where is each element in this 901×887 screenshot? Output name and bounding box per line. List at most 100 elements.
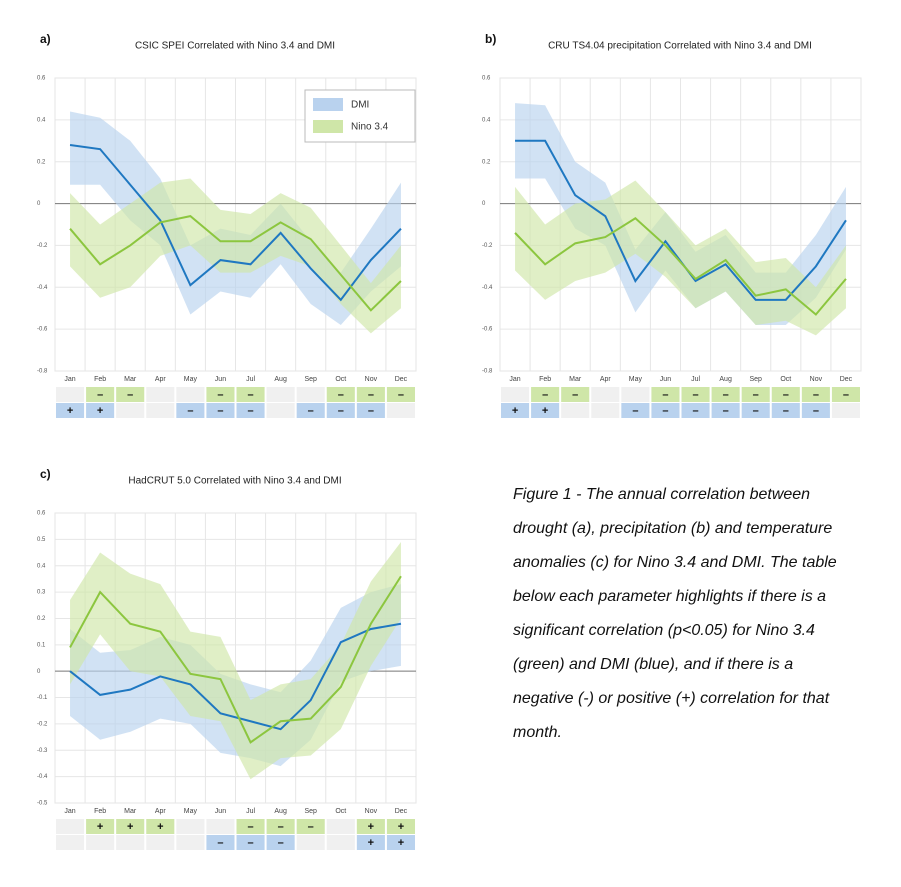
- y-tick-label: 0.2: [37, 159, 46, 165]
- y-tick-label: 0.1: [37, 642, 46, 648]
- y-tick-label: -0.4: [37, 285, 48, 291]
- x-tick-label: Feb: [539, 376, 551, 383]
- x-tick-label: Jul: [246, 808, 255, 815]
- legend-box: [304, 89, 416, 143]
- significance-sign: –: [368, 405, 374, 417]
- significance-cell: [296, 819, 325, 834]
- significance-sign: –: [368, 389, 374, 401]
- significance-sign: –: [217, 837, 223, 849]
- significance-sign: +: [97, 821, 103, 833]
- x-tick-label: Jun: [215, 808, 226, 815]
- chart-title: CSIC SPEI Correlated with Nino 3.4 and D…: [135, 41, 335, 52]
- x-tick-label: Sep: [304, 376, 317, 383]
- significance-cell: [741, 403, 770, 418]
- series-line: [514, 216, 847, 316]
- chart-title: CRU TS4.04 precipitation Correlated with…: [548, 41, 812, 52]
- significance-cell: [771, 403, 800, 418]
- significance-cell: [356, 835, 385, 850]
- significance-cell: [771, 387, 800, 402]
- significance-cell: [326, 387, 355, 402]
- y-tick-label: -0.4: [482, 285, 493, 291]
- significance-cell: [266, 819, 295, 834]
- x-tick-label: May: [184, 376, 198, 383]
- x-tick-label: Feb: [94, 376, 106, 383]
- confidence-band: [70, 542, 401, 780]
- significance-cell: [591, 403, 620, 418]
- y-tick-label: -0.5: [37, 801, 48, 807]
- significance-cell: [651, 387, 680, 402]
- significance-sign: –: [723, 405, 729, 417]
- x-tick-label: Aug: [274, 376, 287, 383]
- significance-cell: [206, 387, 235, 402]
- panel-label: a): [40, 32, 51, 46]
- significance-cell: [386, 403, 415, 418]
- x-tick-label: Dec: [395, 808, 408, 815]
- x-tick-label: Mar: [124, 376, 137, 383]
- significance-cell: [561, 387, 590, 402]
- x-tick-label: Jun: [215, 376, 226, 383]
- significance-sign: –: [783, 405, 789, 417]
- significance-sign: –: [187, 405, 193, 417]
- significance-cell: [296, 403, 325, 418]
- x-tick-label: Sep: [749, 376, 762, 383]
- significance-sign: –: [753, 405, 759, 417]
- significance-cell: [326, 835, 355, 850]
- significance-cell: [146, 819, 175, 834]
- y-tick-label: 0: [37, 201, 41, 207]
- significance-sign: –: [692, 405, 698, 417]
- significance-cell: [86, 403, 115, 418]
- chart-title: HadCRUT 5.0 Correlated with Nino 3.4 and…: [128, 476, 341, 487]
- y-tick-label: -0.2: [37, 243, 48, 249]
- y-tick-label: 0.2: [482, 159, 491, 165]
- significance-sign: –: [338, 405, 344, 417]
- significance-cell: [531, 387, 560, 402]
- x-tick-label: Nov: [365, 808, 378, 815]
- y-tick-label: -0.4: [37, 774, 48, 780]
- significance-cell: [326, 819, 355, 834]
- significance-cell: [146, 835, 175, 850]
- y-tick-label: 0: [37, 669, 41, 675]
- significance-cell: [236, 387, 265, 402]
- x-tick-label: Sep: [304, 808, 317, 815]
- significance-sign: –: [127, 389, 133, 401]
- x-tick-label: Nov: [810, 376, 823, 383]
- y-tick-label: -0.8: [37, 369, 48, 375]
- significance-cell: [801, 387, 830, 402]
- x-tick-label: Oct: [335, 808, 346, 815]
- significance-sign: –: [97, 389, 103, 401]
- series-line: [69, 215, 402, 312]
- x-tick-label: May: [184, 808, 198, 815]
- significance-cell: [206, 819, 235, 834]
- significance-cell: [266, 403, 295, 418]
- significance-sign: –: [217, 389, 223, 401]
- significance-sign: –: [813, 389, 819, 401]
- significance-cell: [146, 403, 175, 418]
- significance-cell: [831, 403, 860, 418]
- x-tick-label: Apr: [600, 376, 612, 383]
- significance-cell: [56, 387, 85, 402]
- significance-cell: [386, 387, 415, 402]
- significance-sign: +: [157, 821, 163, 833]
- significance-sign: –: [662, 405, 668, 417]
- y-tick-label: 0.4: [37, 563, 46, 569]
- significance-cell: [176, 835, 205, 850]
- y-tick-label: -0.6: [37, 327, 48, 333]
- significance-cell: [236, 403, 265, 418]
- series-line: [69, 143, 402, 302]
- y-tick-label: -0.6: [482, 327, 493, 333]
- x-tick-label: Aug: [274, 808, 287, 815]
- significance-cell: [176, 387, 205, 402]
- panel-label: b): [485, 32, 496, 46]
- y-tick-label: -0.1: [37, 695, 48, 701]
- significance-sign: –: [247, 389, 253, 401]
- x-tick-label: Dec: [840, 376, 853, 383]
- y-tick-label: 0.4: [37, 117, 46, 123]
- significance-sign: +: [67, 405, 73, 417]
- y-tick-label: 0.2: [37, 616, 46, 622]
- significance-cell: [116, 403, 145, 418]
- significance-cell: [501, 387, 530, 402]
- y-tick-label: 0.5: [37, 537, 46, 543]
- significance-sign: –: [247, 405, 253, 417]
- legend-swatch: [313, 98, 343, 111]
